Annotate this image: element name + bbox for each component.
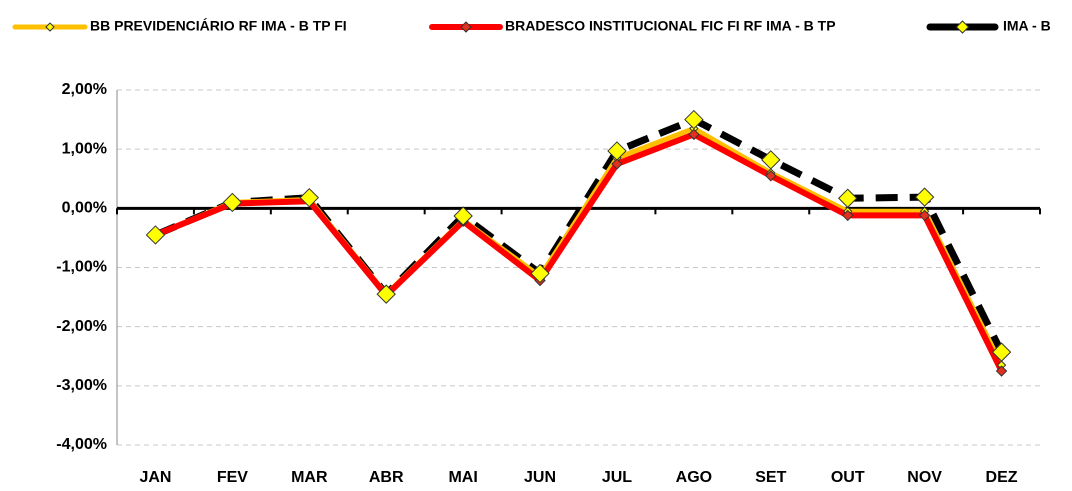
marker: [914, 187, 935, 207]
x-tick-label: SET: [755, 469, 786, 486]
marker: [995, 365, 1008, 377]
marker: [222, 192, 243, 213]
marker: [991, 342, 1012, 362]
x-tick-label: DEZ: [986, 469, 1018, 486]
x-tick-label: JUL: [602, 469, 632, 486]
x-tick-label: MAI: [448, 469, 477, 486]
y-tick-label: 1,00%: [62, 140, 107, 157]
marker: [453, 206, 473, 226]
marker: [530, 263, 550, 284]
y-tick-label: -1,00%: [56, 259, 107, 276]
x-tick-label: NOV: [907, 469, 942, 486]
marker: [607, 141, 627, 161]
legend-label: BRADESCO INSTITUCIONAL FIC FI RF IMA - B…: [505, 18, 836, 34]
y-tick-label: -3,00%: [56, 377, 107, 394]
y-tick-label: -4,00%: [56, 436, 107, 453]
x-tick-label: AGO: [676, 469, 712, 486]
y-tick-label: 2,00%: [62, 81, 107, 98]
x-tick-label: JUN: [524, 469, 556, 486]
marker: [684, 109, 704, 130]
x-tick-label: ABR: [369, 469, 404, 486]
marker: [918, 209, 931, 222]
marker: [765, 170, 777, 182]
marker: [376, 284, 396, 304]
marker: [838, 188, 858, 208]
legend-marker: [45, 22, 55, 32]
marker: [299, 187, 319, 208]
x-tick-label: OUT: [831, 469, 865, 486]
marker: [611, 158, 623, 170]
marker: [688, 128, 700, 141]
legend-marker: [955, 20, 970, 34]
legend-label: BB PREVIDENCIÁRIO RF IMA - B TP FI: [90, 18, 347, 34]
x-tick-label: FEV: [217, 469, 248, 486]
series-line: [154, 131, 1005, 373]
marker: [842, 209, 854, 222]
series-line: [154, 125, 1004, 367]
x-tick-label: MAR: [291, 469, 328, 486]
legend-label: IMA - B: [1003, 18, 1051, 34]
legend-marker: [460, 21, 472, 33]
marker: [761, 150, 781, 170]
y-tick-label: 0,00%: [62, 200, 107, 217]
marker: [145, 225, 166, 245]
series-line: [154, 116, 1005, 354]
x-tick-label: JAN: [139, 469, 171, 486]
y-tick-label: -2,00%: [56, 318, 107, 335]
